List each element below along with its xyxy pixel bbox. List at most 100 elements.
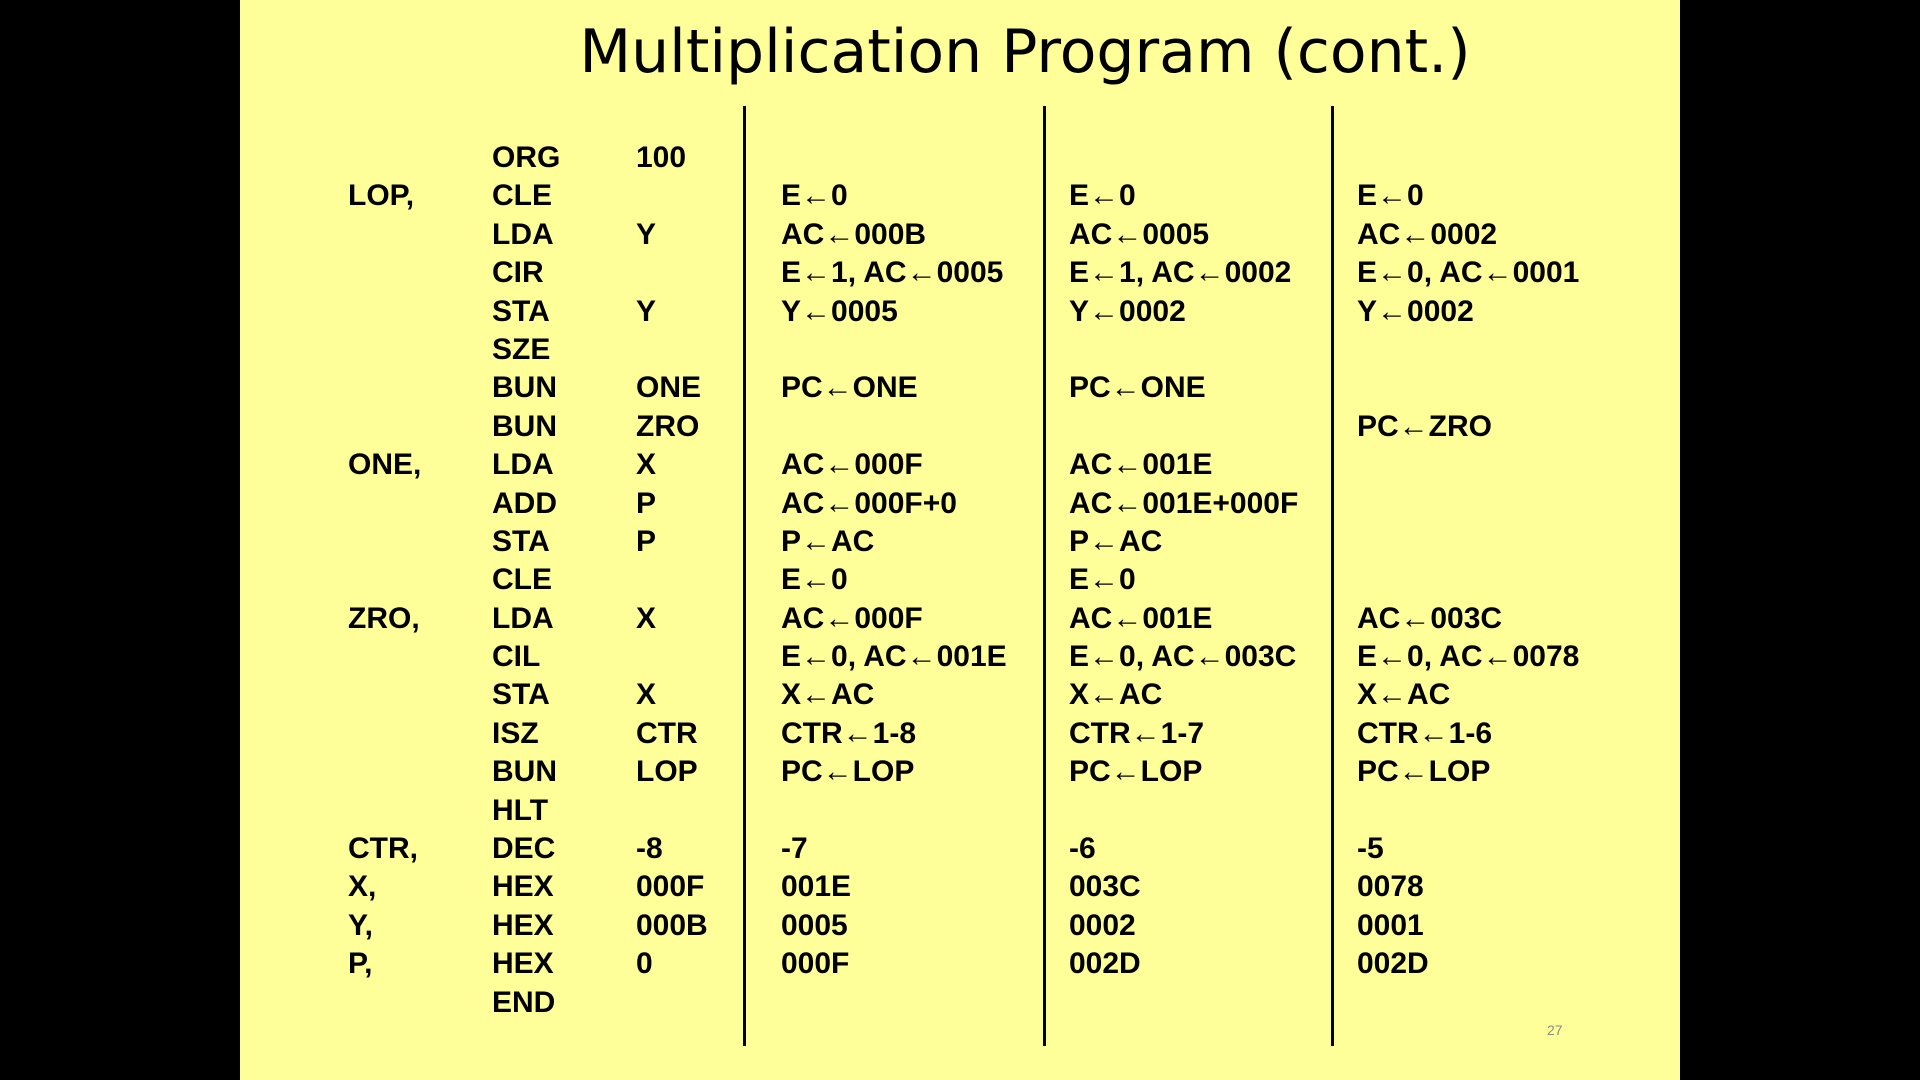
row-trace-pass-2: PC←LOP (1069, 755, 1203, 789)
row-operand: X (636, 678, 657, 712)
row-opcode: LDA (492, 217, 554, 251)
column-divider-2 (1043, 106, 1046, 1046)
row-trace-pass-2: X←AC (1069, 678, 1163, 712)
row-opcode: HEX (492, 908, 554, 942)
row-trace-pass-2: Y←0002 (1069, 294, 1186, 328)
row-trace-pass-3: AC←003C (1357, 601, 1503, 635)
row-trace-pass-3: PC←ZRO (1357, 409, 1492, 443)
row-opcode: BUN (492, 755, 557, 789)
row-label: P, (348, 947, 373, 981)
row-operand: X (636, 448, 657, 482)
row-trace-pass-1: AC←000F (781, 448, 923, 482)
row-opcode: HEX (492, 947, 554, 981)
row-trace-pass-1: -7 (781, 832, 808, 866)
row-trace-pass-1: 0005 (781, 908, 848, 942)
row-trace-pass-2: CTR←1-7 (1069, 716, 1205, 750)
row-opcode: DEC (492, 832, 556, 866)
row-opcode: SZE (492, 332, 551, 366)
row-opcode: CLE (492, 179, 552, 213)
row-opcode: ORG (492, 141, 561, 174)
row-trace-pass-1: AC←000B (781, 217, 927, 251)
row-operand: CTR (636, 716, 698, 750)
row-trace-pass-3: X←AC (1357, 678, 1451, 712)
row-trace-pass-1: P←AC (781, 524, 875, 558)
row-operand: ZRO (636, 409, 700, 443)
slide: Multiplication Program (cont.) ORG 100 LOP… (240, 0, 1680, 1080)
row-trace-pass-1: X←AC (781, 678, 875, 712)
row-trace-pass-2: PC←ONE (1069, 371, 1206, 405)
page-number: 27 (1547, 1022, 1563, 1038)
row-opcode: CIR (492, 256, 544, 290)
row-trace-pass-1: E←1, AC←0005 (781, 256, 1004, 290)
row-opcode: LDA (492, 601, 554, 635)
row-operand: LOP (636, 755, 698, 789)
row-operand: Y (636, 217, 657, 251)
row-opcode: LDA (492, 448, 554, 482)
row-trace-pass-3: 0001 (1357, 908, 1424, 942)
row-trace-pass-1: Y←0005 (781, 294, 898, 328)
row-operand: P (636, 486, 657, 520)
row-opcode: END (492, 985, 556, 1019)
row-trace-pass-1: CTR←1-8 (781, 716, 917, 750)
row-operand: 000B (636, 908, 708, 942)
row-trace-pass-2: AC←001E (1069, 601, 1213, 635)
row-label: ONE, (348, 448, 422, 482)
row-trace-pass-2: E←0 (1069, 563, 1136, 597)
row-trace-pass-3: 002D (1357, 947, 1429, 981)
row-opcode: BUN (492, 371, 557, 405)
row-operand: 0 (636, 947, 653, 981)
row-operand: P (636, 524, 657, 558)
row-trace-pass-1: AC←000F+0 (781, 486, 957, 520)
row-trace-pass-3: Y←0002 (1357, 294, 1474, 328)
row-operand: Y (636, 294, 657, 328)
row-trace-pass-1: AC←000F (781, 601, 923, 635)
row-trace-pass-3: AC←0002 (1357, 217, 1498, 251)
row-trace-pass-3: 0078 (1357, 870, 1424, 904)
row-trace-pass-3: PC←LOP (1357, 755, 1491, 789)
row-trace-pass-3: E←0, AC←0001 (1357, 256, 1580, 290)
row-trace-pass-1: PC←LOP (781, 755, 915, 789)
row-trace-pass-1: E←0, AC←001E (781, 640, 1007, 674)
row-trace-pass-2: 0002 (1069, 908, 1136, 942)
row-trace-pass-2: AC←001E (1069, 448, 1213, 482)
row-trace-pass-3: E←0 (1357, 179, 1424, 213)
row-label: LOP, (348, 179, 415, 213)
row-opcode: CIL (492, 640, 541, 674)
row-operand: 100 (636, 141, 687, 174)
row-trace-pass-2: P←AC (1069, 524, 1163, 558)
row-operand: X (636, 601, 657, 635)
column-divider-1 (743, 106, 746, 1046)
row-opcode: CLE (492, 563, 552, 597)
row-trace-pass-1: 001E (781, 870, 852, 904)
row-opcode: HEX (492, 870, 554, 904)
row-operand: ONE (636, 371, 702, 405)
row-trace-pass-1: E←0 (781, 563, 848, 597)
row-trace-pass-2: 003C (1069, 870, 1141, 904)
row-operand: 000F (636, 870, 705, 904)
row-operand: -8 (636, 832, 663, 866)
row-trace-pass-1: E←0 (781, 179, 848, 213)
row-trace-pass-2: E←0 (1069, 179, 1136, 213)
row-label: Y, (348, 908, 374, 942)
row-label: ZRO, (348, 601, 420, 635)
row-trace-pass-2: -6 (1069, 832, 1096, 866)
row-trace-pass-3: -5 (1357, 832, 1384, 866)
row-opcode: STA (492, 678, 550, 712)
column-divider-3 (1331, 106, 1334, 1046)
row-opcode: ADD (492, 486, 557, 520)
row-label: X, (348, 870, 377, 904)
row-trace-pass-1: 000F (781, 947, 850, 981)
row-trace-pass-1: PC←ONE (781, 371, 918, 405)
row-opcode: ISZ (492, 716, 539, 750)
row-trace-pass-2: 002D (1069, 947, 1141, 981)
row-opcode: BUN (492, 409, 557, 443)
row-trace-pass-3: CTR←1-6 (1357, 716, 1493, 750)
slide-title: Multiplication Program (cont.) (579, 17, 1471, 87)
row-label: CTR, (348, 832, 418, 866)
row-trace-pass-3: E←0, AC←0078 (1357, 640, 1580, 674)
row-opcode: STA (492, 524, 550, 558)
row-trace-pass-2: E←1, AC←0002 (1069, 256, 1292, 290)
row-opcode: STA (492, 294, 550, 328)
row-opcode: HLT (492, 793, 549, 827)
row-trace-pass-2: AC←0005 (1069, 217, 1210, 251)
